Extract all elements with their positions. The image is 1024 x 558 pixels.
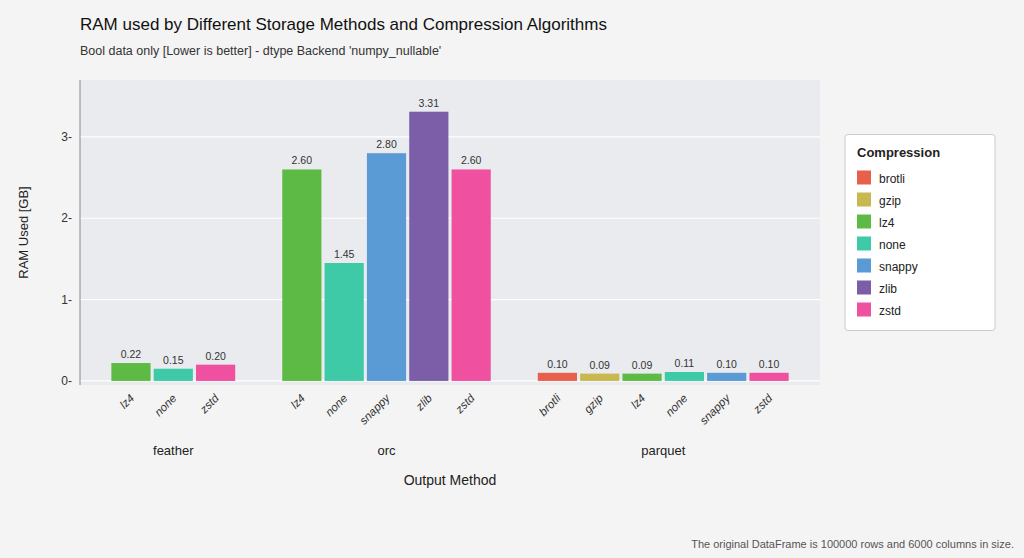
x-tick-label: none (152, 392, 179, 419)
y-tick-label: 0- (61, 374, 72, 388)
y-axis-line (80, 80, 81, 385)
x-tick-label: zlib (413, 392, 435, 414)
legend-swatch (857, 303, 871, 317)
data-label: 0.11 (675, 357, 695, 369)
legend-label: lz4 (879, 216, 895, 230)
x-tick-label: lz4 (629, 392, 648, 411)
legend-label: zstd (879, 304, 901, 318)
x-tick-label: zstd (197, 392, 222, 417)
x-tick-labels: lz4 none zstd lz4 none snappy zlib zstd brotli gz… (117, 391, 774, 427)
bar (452, 169, 491, 380)
data-label: 0.10 (547, 358, 568, 370)
data-label: 0.09 (590, 359, 611, 371)
legend-swatch (857, 281, 871, 295)
data-label: 2.60 (292, 154, 313, 166)
chart: 0- 1- 2- 3- 0.22 0.15 0.20 2.60 1.45 2.80 3.31 2.60… (0, 0, 1024, 558)
data-labels: 0.22 0.15 0.20 2.60 1.45 2.80 3.31 2.60 0.10 0.09… (121, 97, 780, 371)
legend-box (845, 135, 995, 331)
x-tick-label: zstd (750, 392, 775, 417)
legend-swatch (857, 259, 871, 273)
data-label: 0.20 (205, 350, 226, 362)
footnote: The original DataFrame is 100000 rows an… (691, 538, 1014, 550)
x-tick-label: none (663, 392, 690, 419)
title: RAM used by Different Storage Methods an… (80, 15, 607, 34)
x-tick-label: brotli (537, 392, 563, 418)
bar (154, 369, 193, 381)
data-label: 0.10 (716, 358, 737, 370)
legend-swatch (857, 171, 871, 185)
data-label: 0.09 (632, 359, 653, 371)
x-axis-title: Output Method (404, 472, 497, 488)
background (0, 0, 1024, 558)
legend-swatch (857, 193, 871, 207)
subtitle: Bool data only [Lower is better] - dtype… (80, 44, 441, 58)
group-label: parquet (641, 443, 685, 458)
legend-swatch (857, 215, 871, 229)
x-tick-label: none (323, 392, 350, 419)
bar (665, 372, 704, 381)
bar (580, 374, 619, 381)
bar (707, 373, 746, 381)
y-tick-label: 3- (61, 130, 72, 144)
x-tick-label: gzip (582, 392, 606, 416)
bar (196, 365, 235, 381)
legend-label: zlib (879, 282, 897, 296)
bar (622, 374, 661, 381)
data-label: 2.80 (376, 138, 397, 150)
bar (749, 373, 788, 381)
x-tick-label: lz4 (288, 392, 307, 411)
x-tick-label: lz4 (117, 392, 136, 411)
y-tick-label: 2- (61, 211, 72, 225)
data-label: 1.45 (334, 248, 355, 260)
bar (409, 112, 448, 381)
legend-label: none (879, 238, 906, 252)
bar (111, 363, 150, 381)
data-label: 0.15 (163, 354, 184, 366)
group-label: orc (377, 443, 396, 458)
bar (325, 263, 364, 381)
legend-label: gzip (879, 194, 901, 208)
y-tick-label: 1- (61, 293, 72, 307)
group-label: feather (153, 443, 194, 458)
x-tick-label: snappy (697, 391, 733, 427)
bar (538, 373, 577, 381)
x-tick-label: snappy (357, 391, 393, 427)
legend-label: snappy (879, 260, 918, 274)
data-label: 2.60 (461, 154, 482, 166)
y-axis-title: RAM Used [GB] (16, 186, 31, 278)
bar (282, 169, 321, 380)
grid-line (80, 218, 820, 219)
data-label: 3.31 (419, 97, 440, 109)
legend-title: Compression (857, 145, 940, 160)
data-label: 0.22 (121, 348, 142, 360)
grid-line (80, 299, 820, 300)
grid-line (80, 136, 820, 137)
legend-label: brotli (879, 172, 905, 186)
data-label: 0.10 (759, 358, 780, 370)
legend: Compression brotli gzip lz4 none snappy zlib zs… (845, 135, 995, 331)
x-tick-label: zstd (452, 392, 477, 417)
bars (111, 112, 788, 381)
y-grid (80, 137, 820, 381)
plot-area (80, 80, 820, 385)
legend-swatch (857, 237, 871, 251)
bar (367, 153, 406, 381)
